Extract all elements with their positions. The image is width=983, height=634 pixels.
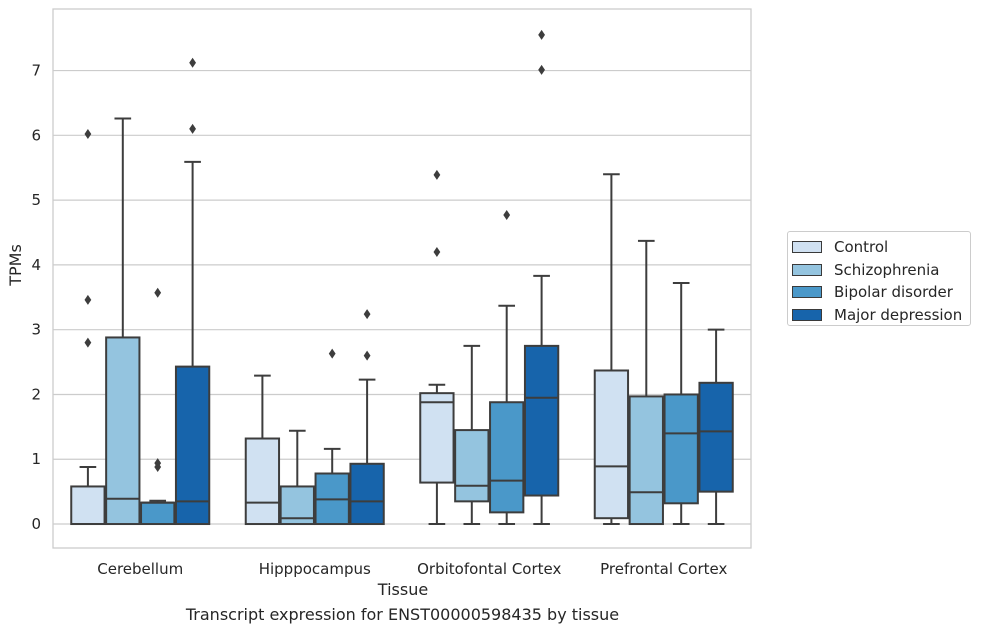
y-tick-label: 0 bbox=[31, 515, 41, 533]
outlier-point bbox=[363, 350, 371, 361]
box bbox=[140, 501, 176, 526]
box-group bbox=[105, 117, 141, 526]
box-group bbox=[454, 344, 490, 526]
legend-item: Bipolar disorder bbox=[792, 281, 970, 304]
box-group bbox=[419, 169, 455, 526]
plot-frame bbox=[52, 8, 752, 549]
legend-item: Control bbox=[792, 236, 970, 259]
outlier-point bbox=[433, 246, 441, 257]
legend-item: Schizophrenia bbox=[792, 259, 970, 282]
x-tick-label: Orbitofontal Cortex bbox=[417, 560, 561, 578]
outlier-point bbox=[538, 64, 545, 75]
outlier-point bbox=[84, 129, 92, 140]
outlier-point bbox=[433, 169, 441, 180]
box bbox=[419, 392, 455, 484]
outlier-point bbox=[503, 210, 511, 221]
box-group bbox=[70, 129, 106, 526]
box-group bbox=[314, 348, 350, 526]
y-tick-label: 7 bbox=[31, 62, 41, 80]
legend: Control Schizophrenia Bipolar disorder Majo… bbox=[787, 231, 971, 326]
box-group bbox=[523, 29, 560, 526]
legend-swatch bbox=[792, 308, 822, 321]
box bbox=[628, 395, 664, 526]
box bbox=[105, 336, 141, 526]
outlier-point bbox=[154, 287, 162, 298]
outlier-point bbox=[189, 57, 196, 68]
box bbox=[174, 365, 211, 526]
box-group bbox=[244, 374, 281, 526]
box-group bbox=[698, 328, 734, 526]
legend-swatch bbox=[792, 263, 822, 276]
box-group bbox=[628, 239, 664, 526]
x-axis-label: Tissue bbox=[377, 580, 428, 599]
box-group bbox=[174, 57, 211, 526]
box-group bbox=[279, 429, 315, 526]
outlier-point bbox=[328, 348, 336, 359]
box bbox=[454, 429, 490, 503]
y-tick-label: 6 bbox=[31, 126, 41, 144]
outlier-point bbox=[538, 29, 545, 40]
box-group bbox=[489, 210, 525, 526]
legend-label: Schizophrenia bbox=[834, 260, 940, 279]
box bbox=[698, 381, 734, 493]
y-tick-label: 2 bbox=[31, 385, 41, 403]
box bbox=[663, 393, 699, 505]
box-group bbox=[349, 309, 385, 526]
box-group bbox=[663, 282, 699, 526]
box-series bbox=[70, 29, 734, 526]
outlier-point bbox=[363, 309, 371, 320]
box-group bbox=[140, 287, 176, 526]
y-tick-label: 5 bbox=[31, 191, 41, 209]
legend-label: Bipolar disorder bbox=[834, 283, 953, 302]
box-group bbox=[593, 173, 630, 526]
outlier-point bbox=[154, 458, 162, 469]
grid-lines bbox=[53, 69, 751, 525]
box bbox=[70, 485, 106, 526]
box bbox=[489, 401, 525, 514]
y-axis-label: TPMs bbox=[6, 244, 25, 287]
y-tick-label: 4 bbox=[31, 256, 41, 274]
box bbox=[523, 344, 560, 497]
x-tick-label: Prefrontal Cortex bbox=[600, 560, 727, 578]
outlier-point bbox=[189, 123, 196, 134]
legend-label: Major depression bbox=[834, 305, 963, 324]
box bbox=[349, 462, 385, 526]
x-tick-label: Cerebellum bbox=[97, 560, 183, 578]
box bbox=[593, 369, 630, 520]
legend-label: Control bbox=[834, 238, 889, 257]
chart-caption: Transcript expression for ENST0000059843… bbox=[185, 605, 620, 624]
outlier-point bbox=[84, 337, 92, 348]
legend-swatch bbox=[792, 286, 822, 299]
x-tick-labels: Cerebellum Hipppocampus Orbitofontal Corte… bbox=[97, 560, 727, 578]
y-tick-label: 1 bbox=[31, 450, 41, 468]
outlier-point bbox=[84, 294, 92, 305]
x-tick-label: Hipppocampus bbox=[259, 560, 371, 578]
box bbox=[244, 437, 281, 526]
legend-swatch bbox=[792, 241, 822, 254]
y-tick-label: 3 bbox=[31, 321, 41, 339]
y-tick-labels: 0 1 2 3 4 5 6 7 bbox=[31, 62, 41, 533]
legend-item: Major depression bbox=[792, 304, 970, 327]
